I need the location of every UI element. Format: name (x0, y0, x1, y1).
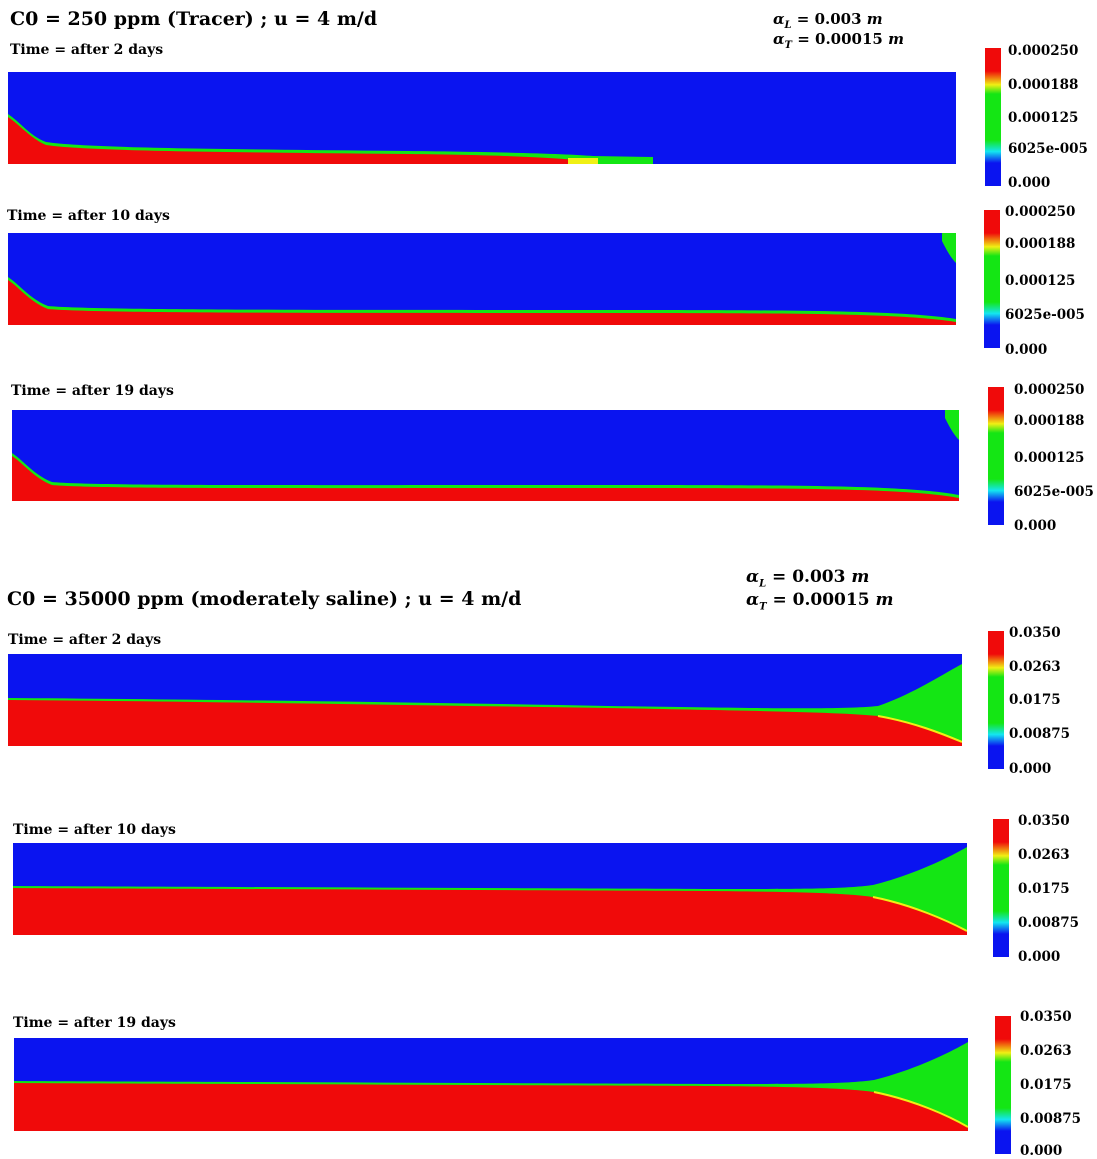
section-1-alpha-l: αL = 0.003 m (773, 9, 883, 36)
concentration-plume-panel (14, 1038, 968, 1131)
colorbar-tick-label: 0.0175 (1009, 692, 1061, 708)
colorbar-tick-label: 0.0263 (1018, 847, 1070, 863)
colorbar-tick-label: 0.000188 (1014, 413, 1085, 429)
plume-front (872, 896, 967, 932)
alpha-value: = 0.003 (766, 567, 852, 587)
colorbar (993, 819, 1009, 957)
alpha-symbol: α (773, 10, 785, 28)
colorbar-tick-label: 6025e-005 (1014, 484, 1094, 500)
concentration-plume-panel (12, 410, 959, 501)
time-label: Time = after 19 days (11, 383, 174, 399)
colorbar-tick-label: 0.0350 (1009, 625, 1061, 641)
colorbar (995, 1016, 1011, 1154)
section-2-alpha-l: αL = 0.003 m (746, 566, 869, 595)
alpha-value: = 0.00015 (792, 30, 889, 48)
plume-outlet-zone (942, 233, 956, 263)
alpha-unit: m (888, 30, 904, 48)
section-1-title: C0 = 250 ppm (Tracer) ; u = 4 m/d (10, 8, 378, 30)
concentration-plume-panel (13, 843, 967, 935)
concentration-plume-panel (8, 654, 962, 746)
colorbar-tick-label: 6025e-005 (1008, 141, 1088, 157)
colorbar-tick-label: 0.000250 (1005, 204, 1076, 220)
colorbar-tick-label: 0.0263 (1020, 1043, 1072, 1059)
concentration-plume-panel (8, 233, 956, 325)
plume-front (568, 158, 598, 164)
section-2-alpha-t: αT = 0.00015 m (746, 589, 893, 618)
colorbar-tick-label: 0.000125 (1008, 110, 1079, 126)
time-label: Time = after 2 days (8, 632, 162, 648)
plume-core (13, 888, 967, 935)
colorbar-tick-label: 0.00875 (1020, 1111, 1082, 1127)
alpha-value: = 0.00015 (766, 590, 876, 610)
time-label: Time = after 10 days (13, 822, 176, 838)
alpha-sub: L (784, 20, 792, 31)
alpha-value: = 0.003 (791, 10, 867, 28)
colorbar-tick-label: 0.00875 (1009, 726, 1071, 742)
time-label: Time = after 10 days (7, 208, 170, 224)
time-label: Time = after 19 days (13, 1015, 176, 1031)
plume-outlet-zone (945, 410, 959, 440)
plume-front (877, 715, 962, 743)
colorbar (988, 387, 1004, 525)
plume-core (12, 456, 959, 501)
colorbar-tick-label: 0.000188 (1008, 77, 1079, 93)
plume-core (14, 1083, 968, 1131)
colorbar-tick-label: 0.000125 (1014, 450, 1085, 466)
colorbar-tick-label: 0.0175 (1020, 1077, 1072, 1093)
colorbar-tick-label: 0.0175 (1018, 881, 1070, 897)
alpha-sub: L (759, 578, 767, 590)
colorbar-tick-label: 0.000 (1005, 342, 1048, 358)
colorbar-tick-label: 0.000125 (1005, 273, 1076, 289)
time-label: Time = after 2 days (10, 42, 164, 58)
section-1-alpha-t: αT = 0.00015 m (773, 29, 904, 56)
plume-core (8, 700, 962, 746)
colorbar (988, 631, 1004, 769)
colorbar-tick-label: 0.00875 (1018, 915, 1080, 931)
alpha-symbol: α (773, 30, 785, 48)
colorbar-tick-label: 0.0350 (1018, 813, 1070, 829)
colorbar-tick-label: 0.0350 (1020, 1009, 1072, 1025)
colorbar (984, 210, 1000, 348)
colorbar (985, 48, 1001, 186)
plume-front (873, 1091, 968, 1128)
alpha-symbol: α (746, 590, 760, 610)
alpha-unit: m (866, 10, 883, 28)
alpha-sub: T (759, 601, 767, 613)
concentration-plume-panel (8, 72, 956, 164)
alpha-symbol: α (746, 567, 760, 587)
colorbar-tick-label: 0.000 (1020, 1143, 1063, 1159)
colorbar-tick-label: 0.000 (1018, 949, 1061, 965)
alpha-sub: T (784, 40, 792, 51)
alpha-unit: m (851, 567, 870, 587)
colorbar-tick-label: 0.0263 (1009, 659, 1061, 675)
colorbar-tick-label: 0.000188 (1005, 236, 1076, 252)
colorbar-tick-label: 0.000 (1009, 761, 1052, 777)
colorbar-tick-label: 0.000 (1008, 175, 1051, 191)
alpha-unit: m (875, 590, 894, 610)
plume-core (8, 117, 598, 164)
section-2-title: C0 = 35000 ppm (moderately saline) ; u =… (7, 588, 522, 610)
colorbar-tick-label: 0.000 (1014, 518, 1057, 534)
colorbar-tick-label: 6025e-005 (1005, 307, 1085, 323)
colorbar-tick-label: 0.000250 (1014, 382, 1085, 398)
colorbar-tick-label: 0.000250 (1008, 43, 1079, 59)
plume-core (8, 280, 956, 325)
